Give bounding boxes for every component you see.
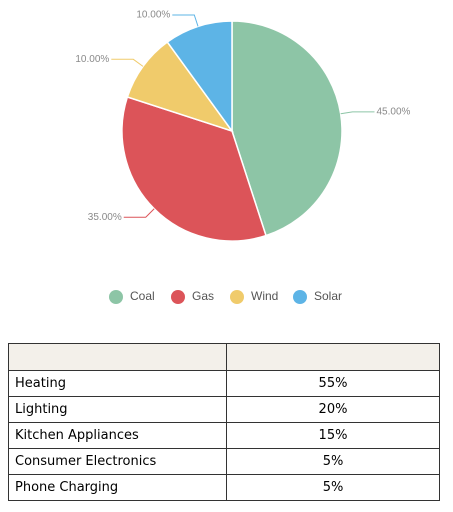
table-row: Consumer Electronics 5%: [8, 448, 440, 475]
label-cell: Phone Charging: [8, 474, 227, 501]
legend-marker: [109, 290, 123, 304]
label-cell: Heating: [8, 370, 227, 397]
legend-marker: [171, 290, 185, 304]
leader-line: [340, 111, 375, 115]
data-label: 10.00%: [75, 54, 109, 65]
table-row: Phone Charging 5%: [8, 474, 440, 501]
header-cell: [8, 343, 227, 371]
table-body: Heating 55% Lighting 20% Kitchen Appliances 1…: [8, 343, 440, 501]
table-row: Heating 55%: [8, 370, 440, 397]
value-cell: 5%: [226, 474, 440, 501]
pie-slice: [231, 20, 343, 237]
legend-label: Solar: [314, 289, 342, 303]
legend-marker: [230, 290, 244, 304]
label-cell: Kitchen Appliances: [8, 422, 227, 449]
value-cell: 55%: [226, 370, 440, 397]
leader-line: [111, 58, 144, 67]
legend-label: Coal: [130, 289, 155, 303]
value-cell: 15%: [226, 422, 440, 449]
label-cell: Lighting: [8, 396, 227, 423]
table-row: Lighting 20%: [8, 396, 440, 423]
legend-label: Gas: [192, 289, 214, 303]
leader-line: [123, 208, 155, 218]
data-label: 10.00%: [136, 10, 170, 21]
data-table: Heating 55% Lighting 20% Kitchen Appliances 1…: [8, 343, 440, 501]
pie-slice: [121, 96, 267, 242]
pie-slice: [166, 20, 233, 134]
data-label: 35.00%: [88, 212, 122, 223]
table-row: Kitchen Appliances 15%: [8, 422, 440, 449]
label-cell: Consumer Electronics: [8, 448, 227, 475]
table-header: [8, 343, 440, 371]
value-cell: 20%: [226, 396, 440, 423]
chart: 45.00% 35.00% 10.00% 10.00% Coal Gas Wind Solar: [75, 10, 411, 304]
legend-marker: [293, 290, 307, 304]
data-label: 45.00%: [376, 107, 410, 118]
header-cell: [226, 343, 440, 371]
legend-label: Wind: [251, 289, 278, 303]
leader-line: [172, 14, 199, 27]
value-cell: 5%: [226, 448, 440, 475]
